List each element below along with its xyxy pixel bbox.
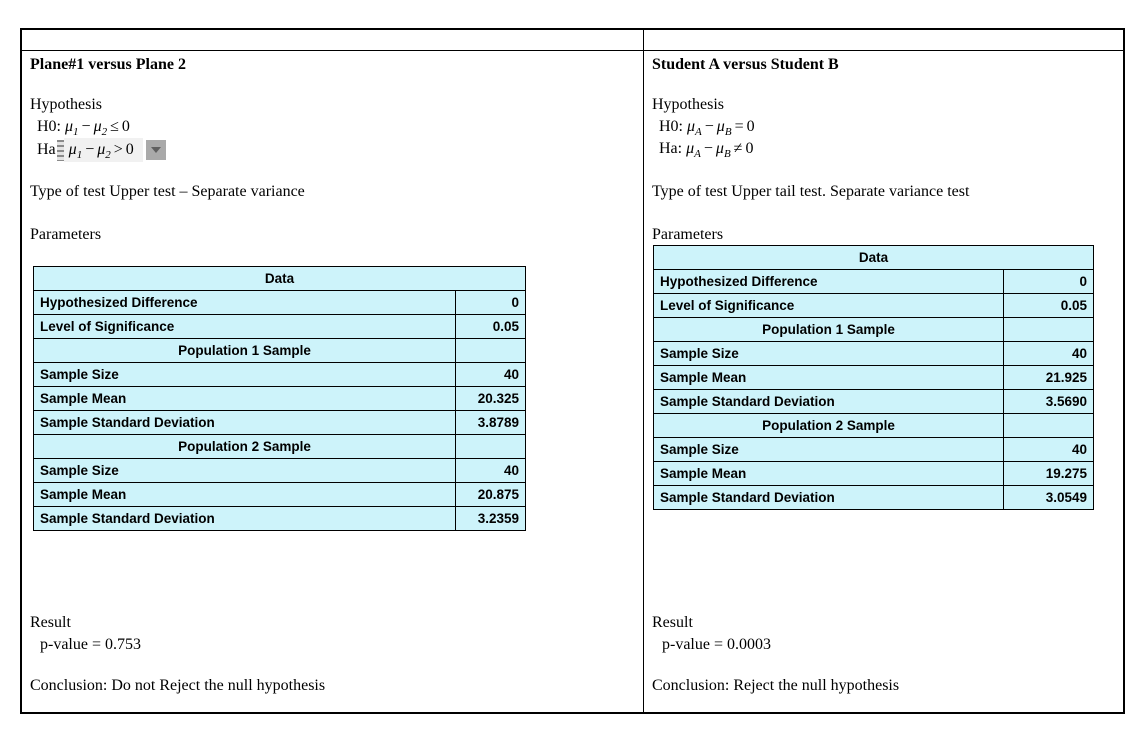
ha-expression: μ1− μ2 >0 [68, 141, 134, 162]
table-header-row: Data [33, 266, 526, 291]
panel-plane-comparison: Plane#1 versus Plane 2 Hypothesis H0: μ1… [22, 51, 644, 712]
table-row: Sample Mean 21.925 [653, 365, 1094, 390]
table-section-row: Population 2 Sample [653, 413, 1094, 438]
parameters-heading: Parameters [652, 226, 724, 243]
ha-expression: μA − μB ≠ 0 [686, 140, 754, 161]
ha-line: Ha: μA − μB ≠ 0 [652, 138, 755, 160]
h0-prefix: H0: [37, 118, 61, 135]
table-row: Sample Size 40 [33, 362, 526, 387]
hypothesis-heading: Hypothesis [30, 96, 102, 113]
ha-prefix: Ha [37, 141, 56, 158]
p-value: p-value = 0.0003 [662, 636, 771, 653]
h0-line: H0: μA − μB = 0 [652, 116, 755, 138]
table-section-row: Population 2 Sample [33, 434, 526, 459]
type-of-test: Type of test Upper test – Separate varia… [30, 183, 305, 200]
parameters-table-right: Data Hypothesized Difference 0 Level of S… [653, 245, 1094, 510]
result-section: Result p-value = 0.0003 [652, 612, 771, 656]
result-heading: Result [652, 614, 693, 631]
table-section-row: Population 1 Sample [33, 338, 526, 363]
table-row: Hypothesized Difference 0 [33, 290, 526, 315]
table-row: Sample Mean 19.275 [653, 461, 1094, 486]
page-title: Plane#1 versus Plane 2 [30, 56, 186, 73]
table-header: Data [653, 245, 1094, 270]
document-frame: Plane#1 versus Plane 2 Hypothesis H0: μ1… [20, 28, 1125, 714]
table-section-row: Population 1 Sample [653, 317, 1094, 342]
result-heading: Result [30, 614, 71, 631]
chevron-down-icon [150, 147, 161, 153]
conclusion: Conclusion: Reject the null hypothesis [652, 677, 900, 694]
panel-student-comparison: Student A versus Student B Hypothesis H0… [644, 51, 1123, 712]
table-row: Sample Size 40 [653, 437, 1094, 462]
h0-expression: μA − μB = 0 [687, 118, 755, 139]
dropdown-drag-handle[interactable] [56, 139, 64, 161]
conclusion: Conclusion: Do not Reject the null hypot… [30, 677, 326, 694]
table-header-row: Data [653, 245, 1094, 270]
hypothesis-section: Hypothesis H0: μ1− μ2 ≤0 Ha μ1− μ2 >0 [30, 94, 166, 162]
table-row: Sample Standard Deviation 3.8789 [33, 410, 526, 435]
header-row-empty [22, 30, 1123, 51]
hypothesis-heading: Hypothesis [652, 96, 724, 113]
parameters-heading: Parameters [30, 226, 102, 243]
h0-expression: μ1− μ2 ≤0 [65, 118, 130, 139]
result-section: Result p-value = 0.753 [30, 612, 141, 656]
table-row: Sample Size 40 [653, 341, 1094, 366]
header-cell-left [22, 30, 644, 50]
table-row: Sample Standard Deviation 3.5690 [653, 389, 1094, 414]
page-title: Student A versus Student B [652, 56, 839, 73]
table-row: Sample Mean 20.875 [33, 482, 526, 507]
hypothesis-dropdown-field[interactable]: μ1− μ2 >0 [63, 138, 143, 162]
table-row: Level of Significance 0.05 [653, 293, 1094, 318]
table-row: Sample Standard Deviation 3.0549 [653, 485, 1094, 510]
p-value: p-value = 0.753 [40, 636, 141, 653]
content-row: Plane#1 versus Plane 2 Hypothesis H0: μ1… [22, 51, 1123, 712]
h0-line: H0: μ1− μ2 ≤0 [30, 116, 166, 138]
type-of-test: Type of test Upper tail test. Separate v… [652, 183, 970, 200]
table-row: Sample Size 40 [33, 458, 526, 483]
ha-prefix: Ha: [659, 140, 683, 157]
h0-prefix: H0: [659, 118, 683, 135]
hypothesis-section: Hypothesis H0: μA − μB = 0 Ha: μA − μB ≠ 0 [652, 94, 755, 160]
ha-line: Ha μ1− μ2 >0 [30, 138, 166, 162]
table-row: Level of Significance 0.05 [33, 314, 526, 339]
dropdown-arrow-button[interactable] [145, 140, 166, 160]
table-row: Sample Mean 20.325 [33, 386, 526, 411]
table-row: Sample Standard Deviation 3.2359 [33, 506, 526, 531]
header-cell-right [644, 30, 1123, 50]
table-row: Hypothesized Difference 0 [653, 269, 1094, 294]
table-header: Data [33, 266, 526, 291]
parameters-table-left: Data Hypothesized Difference 0 Level of S… [33, 266, 526, 531]
